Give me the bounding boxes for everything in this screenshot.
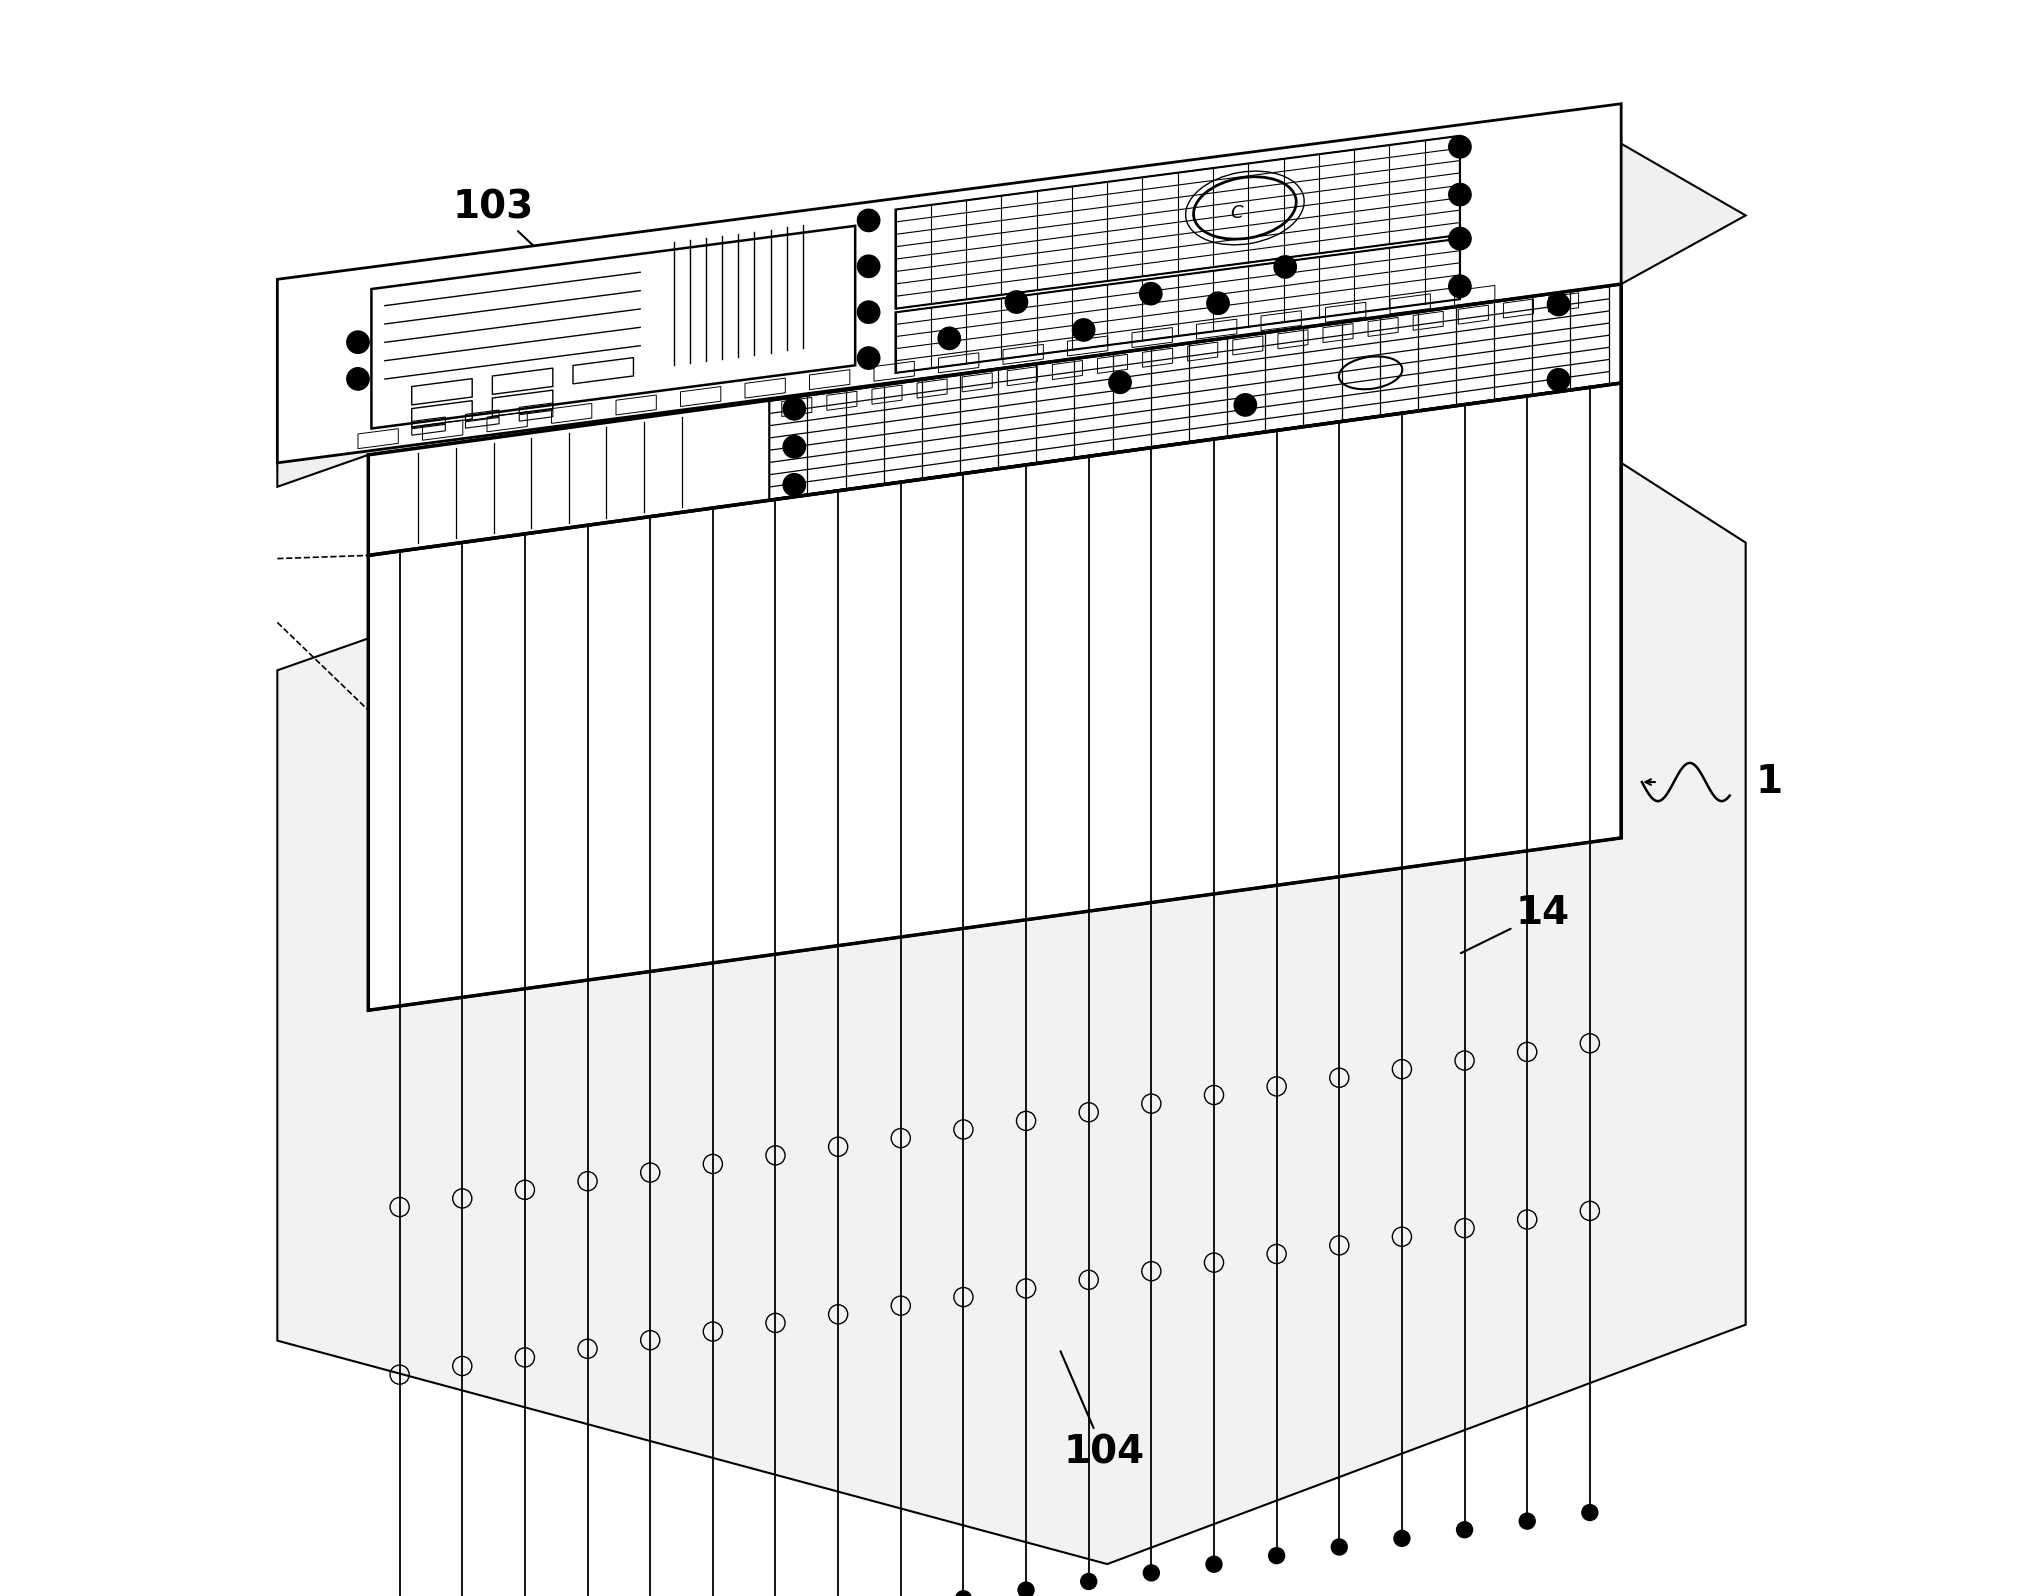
Circle shape <box>1448 184 1471 206</box>
Circle shape <box>783 436 805 458</box>
Circle shape <box>346 330 368 353</box>
Polygon shape <box>277 144 1746 487</box>
Text: 102: 102 <box>1333 488 1459 554</box>
Circle shape <box>783 397 805 420</box>
Circle shape <box>1394 1531 1410 1547</box>
Text: 12: 12 <box>1444 739 1552 793</box>
Circle shape <box>1457 1521 1473 1537</box>
Circle shape <box>858 255 880 278</box>
Circle shape <box>1274 255 1297 278</box>
Polygon shape <box>368 401 769 555</box>
Circle shape <box>1005 290 1028 313</box>
Circle shape <box>1072 319 1094 342</box>
Text: 104: 104 <box>1060 1352 1145 1472</box>
Circle shape <box>858 209 880 231</box>
Text: 14: 14 <box>1461 894 1570 953</box>
Polygon shape <box>277 463 1746 1564</box>
Polygon shape <box>277 104 1620 463</box>
Circle shape <box>1548 294 1570 316</box>
Polygon shape <box>368 739 1620 1010</box>
Text: C: C <box>1230 204 1244 222</box>
Circle shape <box>939 327 961 350</box>
Circle shape <box>1143 1564 1159 1580</box>
Circle shape <box>858 302 880 324</box>
Text: 104: 104 <box>1238 425 1388 506</box>
Text: 10: 10 <box>1382 547 1493 602</box>
Circle shape <box>1208 292 1230 314</box>
Circle shape <box>955 1591 971 1596</box>
Text: 1: 1 <box>1756 763 1782 801</box>
Circle shape <box>1234 394 1256 417</box>
Circle shape <box>1018 1582 1034 1596</box>
Circle shape <box>858 346 880 369</box>
Circle shape <box>783 474 805 496</box>
Text: 103: 103 <box>453 188 627 334</box>
Polygon shape <box>368 383 1620 1010</box>
Circle shape <box>1448 136 1471 158</box>
Circle shape <box>1582 1505 1598 1521</box>
Circle shape <box>1331 1539 1347 1555</box>
Circle shape <box>1139 282 1161 305</box>
Circle shape <box>1548 369 1570 391</box>
Circle shape <box>1448 227 1471 249</box>
Polygon shape <box>368 284 1620 555</box>
Circle shape <box>1268 1548 1285 1564</box>
Circle shape <box>1519 1513 1535 1529</box>
Circle shape <box>1080 1574 1096 1590</box>
Circle shape <box>1448 275 1471 297</box>
Circle shape <box>1206 1556 1222 1572</box>
Circle shape <box>1109 372 1131 394</box>
Circle shape <box>346 367 368 389</box>
